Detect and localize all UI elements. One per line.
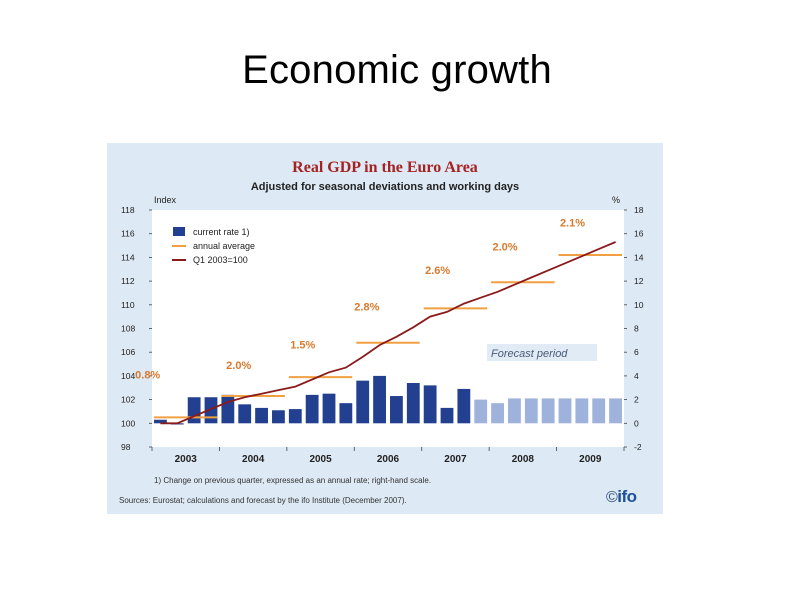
x-tick-label: 2003: [175, 454, 198, 465]
chart-panel: Real GDP in the Euro Area Adjusted for se…: [107, 143, 663, 514]
bar: [154, 419, 167, 424]
bar: [288, 409, 302, 424]
bar: [322, 393, 336, 424]
legend-label-avg: annual average: [193, 241, 255, 251]
left-tick-label: 112: [121, 276, 135, 286]
left-tick-label: 98: [121, 442, 131, 452]
left-tick-label: 116: [121, 229, 135, 239]
bar: [221, 394, 235, 424]
right-tick-label: 18: [634, 205, 644, 215]
growth-annotation: 2.1%: [560, 218, 585, 230]
left-tick-label: 114: [121, 252, 135, 262]
ifo-logo: ©ifo: [606, 487, 637, 507]
chart-subtitle: Adjusted for seasonal deviations and wor…: [251, 181, 519, 193]
bar: [491, 403, 504, 424]
left-tick-label: 108: [121, 324, 135, 334]
logo-text: ifo: [617, 487, 637, 506]
x-tick-label: 2005: [309, 454, 332, 465]
growth-annotation: 2.0%: [493, 241, 518, 253]
bar: [238, 404, 252, 424]
bar: [339, 403, 353, 424]
growth-annotation: 2.8%: [354, 302, 379, 314]
legend-label-bar: current rate 1): [193, 227, 250, 237]
left-tick-label: 118: [121, 205, 135, 215]
left-tick-label: 104: [121, 371, 135, 381]
right-tick-label: 10: [634, 300, 644, 310]
left-tick-label: 110: [121, 300, 135, 310]
forecast-label: Forecast period: [491, 348, 568, 360]
right-tick-label: 8: [634, 324, 639, 334]
x-tick-label: 2006: [377, 454, 400, 465]
bar: [272, 410, 285, 424]
right-tick-label: 2: [634, 395, 639, 405]
growth-annotation: 0.8%: [135, 369, 160, 381]
growth-annotation: 2.6%: [425, 265, 450, 277]
legend-swatch-bar: [173, 227, 185, 236]
bar: [541, 398, 555, 424]
x-tick-label: 2007: [444, 454, 467, 465]
bar: [423, 385, 437, 424]
bar: [255, 407, 268, 424]
left-tick-label: 106: [121, 347, 135, 357]
legend-label-line: Q1 2003=100: [193, 255, 248, 265]
x-tick-label: 2008: [512, 454, 535, 465]
gdp-chart: Real GDP in the Euro Area Adjusted for se…: [119, 159, 644, 505]
bar: [305, 394, 319, 424]
copyright-symbol: ©: [606, 489, 618, 506]
chart-title: Real GDP in the Euro Area: [292, 159, 478, 176]
bar: [575, 398, 589, 424]
chart-footnote: 1) Change on previous quarter, expressed…: [154, 476, 431, 485]
chart-source: Sources: Eurostat; calculations and fore…: [119, 496, 407, 505]
bar: [356, 380, 370, 424]
left-tick-label: 100: [121, 418, 135, 428]
bar: [474, 399, 488, 424]
x-tick-label: 2004: [242, 454, 265, 465]
bar: [609, 398, 622, 424]
bar: [457, 388, 471, 424]
left-tick-label: 102: [121, 395, 135, 405]
bar: [592, 398, 606, 424]
right-tick-label: 6: [634, 347, 639, 357]
bar: [390, 396, 403, 424]
right-tick-label: 16: [634, 229, 644, 239]
bar: [187, 397, 201, 424]
right-tick-label: 4: [634, 371, 639, 381]
right-tick-label: -2: [634, 442, 642, 452]
forecast-label-box: [487, 344, 597, 361]
right-tick-label: 14: [634, 252, 644, 262]
bar: [524, 398, 538, 424]
right-tick-label: 12: [634, 276, 644, 286]
right-tick-label: 0: [634, 418, 639, 428]
index-line: [160, 241, 616, 425]
x-tick-label: 2009: [579, 454, 602, 465]
left-axis-label: Index: [154, 195, 177, 205]
bar: [558, 398, 572, 424]
bar: [406, 383, 420, 424]
bar: [373, 375, 386, 424]
growth-annotation: 2.0%: [226, 360, 251, 372]
bar: [508, 398, 521, 424]
growth-annotation: 1.5%: [290, 340, 315, 352]
slide-title: Economic growth: [242, 48, 552, 92]
bar: [440, 407, 454, 424]
right-axis-label: %: [612, 195, 620, 205]
